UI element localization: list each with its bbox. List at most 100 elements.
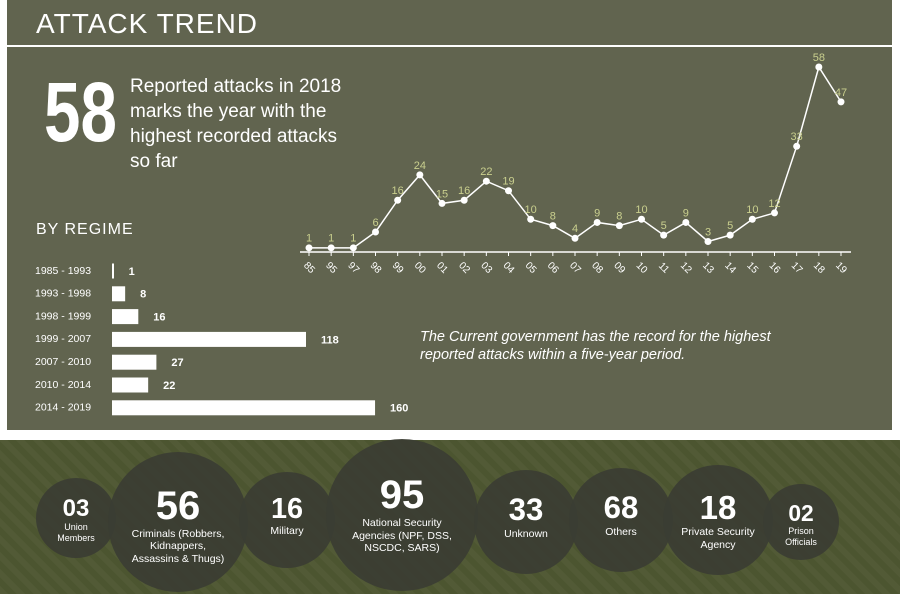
value-label: 160 xyxy=(390,403,408,415)
title-rule xyxy=(7,45,892,47)
value-label: 16 xyxy=(392,185,404,197)
x-tick-label: 10 xyxy=(634,260,650,276)
circle-label: Unknown xyxy=(504,527,548,540)
point xyxy=(305,244,313,252)
value-label: 8 xyxy=(616,211,622,223)
point xyxy=(748,215,756,223)
bar xyxy=(112,263,114,279)
x-tick-label: 04 xyxy=(501,260,517,276)
note: The Current government has the record fo… xyxy=(420,329,771,363)
value-label: 58 xyxy=(813,52,825,64)
value-label: 1 xyxy=(306,233,312,245)
value-label: 6 xyxy=(372,217,378,229)
y-tick-label: 2007 - 2010 xyxy=(35,356,91,368)
value-label: 9 xyxy=(594,207,600,219)
circle xyxy=(239,472,335,568)
x-tick-label: 98 xyxy=(368,260,384,276)
value-label: 19 xyxy=(502,176,514,188)
value-label: 1 xyxy=(350,233,356,245)
bar xyxy=(112,331,306,347)
circle-label: Criminals (Robbers, Kidnappers, Assassin… xyxy=(131,527,225,565)
x-tick-label: 02 xyxy=(456,260,472,276)
circle xyxy=(36,478,116,558)
value-label: 8 xyxy=(140,289,146,301)
circle-label: Union Members xyxy=(57,522,95,544)
circle-content: 18 Private Security Agency xyxy=(677,488,760,551)
circle-content: 33 Unknown xyxy=(487,493,565,540)
x-tick-label: 17 xyxy=(789,260,805,276)
value-label: 33 xyxy=(791,131,803,143)
point xyxy=(793,142,801,150)
value-label: 10 xyxy=(525,204,537,216)
x-tick-label: 13 xyxy=(700,260,716,276)
point xyxy=(593,218,601,226)
point xyxy=(704,237,712,245)
circle-number: 18 xyxy=(699,488,737,526)
y-tick-label: 1998 - 1999 xyxy=(35,310,91,322)
x-tick-label: 15 xyxy=(744,260,760,276)
point xyxy=(615,222,623,230)
bar xyxy=(112,286,126,302)
y-tick-label: 1993 - 1998 xyxy=(35,288,91,300)
x-tick-label: 97 xyxy=(345,260,361,276)
circle xyxy=(474,470,578,574)
circle-number: 16 xyxy=(270,492,304,525)
x-tick-label: 07 xyxy=(567,260,583,276)
point xyxy=(682,218,690,226)
point xyxy=(416,171,424,179)
value-label: 9 xyxy=(683,207,689,219)
x-tick-label: 18 xyxy=(811,260,827,276)
circle xyxy=(108,452,248,592)
circle-content: 03 Union Members xyxy=(46,495,106,544)
circle-number: 56 xyxy=(155,483,201,528)
y-tick-label: 1985 - 1993 xyxy=(35,265,91,277)
x-tick-label: 85 xyxy=(301,260,317,276)
point xyxy=(327,244,335,252)
value-label: 118 xyxy=(321,334,339,346)
circle-number: 02 xyxy=(788,500,814,527)
bar xyxy=(112,377,149,393)
x-tick-label: 05 xyxy=(523,260,539,276)
value-label: 10 xyxy=(635,204,647,216)
circle xyxy=(326,439,478,591)
x-tick-label: 12 xyxy=(678,260,694,276)
point xyxy=(726,231,734,239)
point xyxy=(527,215,535,223)
circle-number: 95 xyxy=(379,473,425,518)
title: ATTACK TREND xyxy=(36,8,259,39)
highlight-number: 58 xyxy=(44,65,117,159)
circle xyxy=(663,465,773,575)
value-label: 47 xyxy=(835,87,847,99)
value-label: 5 xyxy=(661,220,667,232)
value-label: 24 xyxy=(414,160,426,172)
line xyxy=(309,65,842,249)
x-tick-label: 99 xyxy=(390,260,406,276)
y-tick-label: 2010 - 2014 xyxy=(35,379,91,391)
x-tick-label: 03 xyxy=(478,260,494,276)
point xyxy=(638,215,645,223)
x-tick-label: 08 xyxy=(589,260,605,276)
point xyxy=(394,196,402,204)
x-tick-label: 19 xyxy=(833,260,849,276)
point xyxy=(771,209,778,217)
bar-title: BY REGIME xyxy=(36,221,134,238)
highlight-text: Reported attacks in 2018 marks the year … xyxy=(130,76,342,172)
y-tick-label: 1999 - 2007 xyxy=(35,333,91,345)
value-label: 4 xyxy=(572,223,578,235)
value-label: 15 xyxy=(436,188,448,200)
value-label: 16 xyxy=(458,185,470,197)
x-tick-label: 95 xyxy=(323,260,339,276)
x-tick-label: 06 xyxy=(545,260,561,276)
x-tick-label: 16 xyxy=(767,260,783,276)
circle-number: 03 xyxy=(62,495,90,522)
point xyxy=(482,177,490,185)
circle-label: National Security Agencies (NPF, DSS, NS… xyxy=(352,517,452,555)
circle-content: 56 Criminals (Robbers, Kidnappers, Assass… xyxy=(126,484,231,566)
point xyxy=(372,228,379,236)
circle-label: Prison Officials xyxy=(785,526,817,547)
circle-label: Others xyxy=(605,525,637,538)
point xyxy=(660,231,668,239)
value-label: 1 xyxy=(328,233,334,245)
value-label: 1 xyxy=(129,266,135,278)
